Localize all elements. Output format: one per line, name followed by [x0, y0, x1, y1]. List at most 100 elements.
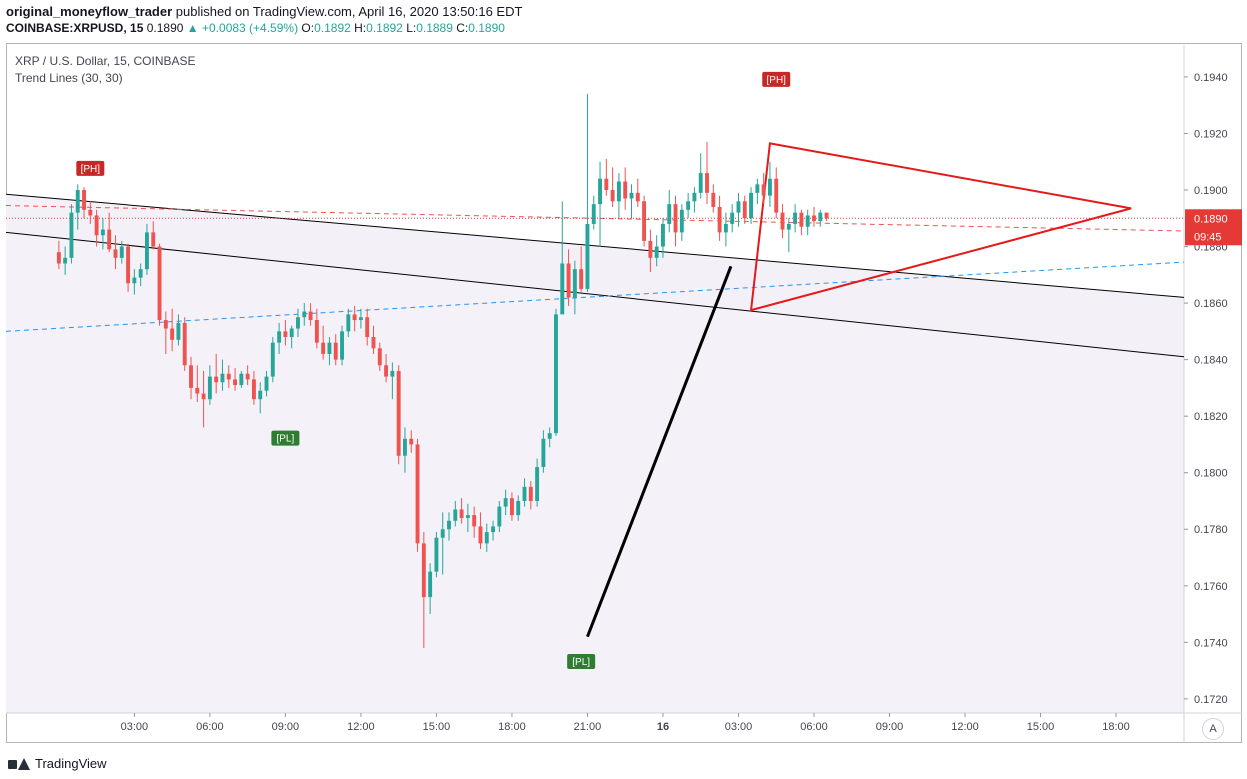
candle-body — [755, 184, 760, 193]
y-tick-label: 0.1940 — [1194, 72, 1228, 84]
candle-body — [459, 509, 464, 518]
candle — [151, 221, 156, 250]
candle — [749, 187, 754, 224]
candle — [786, 218, 791, 253]
candle — [365, 308, 370, 346]
candle-body — [654, 246, 659, 258]
tradingview-footer[interactable]: TradingView — [8, 756, 107, 771]
candle-body — [824, 212, 829, 219]
candle-body — [812, 215, 816, 222]
candle-body — [340, 331, 344, 360]
symbol-name: COINBASE:XRPUSD, 15 — [6, 21, 144, 35]
candle — [698, 153, 703, 199]
candle-body — [145, 232, 149, 270]
candle-body — [302, 311, 307, 318]
candle — [138, 263, 143, 287]
symbol-info: COINBASE:XRPUSD, 15 0.1890 ▲ +0.0083 (+4… — [6, 21, 505, 35]
candle-body — [189, 365, 193, 388]
candle — [100, 218, 105, 250]
candle — [296, 308, 300, 338]
candle-body — [453, 509, 458, 521]
candle — [465, 503, 470, 533]
candle — [528, 481, 533, 510]
candle-body — [554, 314, 558, 434]
candle-body — [157, 246, 162, 321]
auto-scale-button[interactable]: A — [1202, 718, 1224, 740]
candle — [233, 368, 238, 391]
candle — [730, 204, 735, 233]
candle-body — [604, 178, 609, 191]
candle-body — [138, 269, 143, 278]
pivot-badge — [762, 71, 791, 87]
candle — [654, 235, 659, 267]
candle — [251, 370, 256, 405]
candle — [478, 512, 483, 550]
candle-body — [371, 337, 376, 349]
candle — [157, 243, 162, 326]
candle-body — [585, 223, 590, 289]
candle — [390, 362, 395, 400]
candle-body — [522, 486, 527, 501]
x-tick-label: 03:00 — [121, 721, 149, 733]
candle-body — [541, 438, 546, 468]
candlestick-chart[interactable]: 0.19400.19200.19000.18800.18600.18400.18… — [6, 43, 1242, 743]
candle-body — [610, 190, 615, 202]
candle-body — [648, 240, 653, 258]
candle-body — [289, 328, 294, 338]
candle-body — [258, 390, 263, 400]
change-arrow: ▲ — [186, 21, 199, 35]
x-tick-label: 12:00 — [951, 721, 979, 733]
candle — [755, 178, 760, 205]
candle — [793, 204, 798, 233]
y-tick-label: 0.1820 — [1194, 411, 1228, 423]
candle — [346, 308, 351, 338]
price-change: +0.0083 (+4.59%) — [202, 21, 299, 35]
dashed-line — [6, 261, 1185, 332]
candle — [736, 192, 741, 227]
candle-body — [409, 438, 414, 445]
tradingview-logo-icon — [8, 757, 30, 770]
candle-body — [447, 520, 451, 530]
candle — [258, 382, 263, 414]
candle — [560, 201, 565, 315]
open-value: 0.1892 — [314, 21, 351, 35]
candle-body — [434, 537, 439, 572]
candle — [610, 167, 615, 207]
candle — [384, 353, 389, 383]
legend-indicator[interactable]: Trend Lines (30, 30) — [15, 71, 123, 85]
candle — [358, 308, 363, 329]
last-price-badge — [1185, 209, 1242, 246]
candle-body — [730, 212, 735, 224]
candle — [491, 520, 496, 541]
candle — [195, 365, 200, 403]
high-label: H: — [354, 21, 367, 35]
candle-body — [214, 376, 219, 383]
candle — [409, 430, 414, 453]
candle-body — [245, 373, 250, 380]
candle — [673, 195, 678, 247]
candle-body — [195, 387, 200, 394]
pivot-badge — [271, 430, 300, 446]
candle-body — [805, 215, 810, 227]
publish-date: published on TradingView.com, April 16, … — [175, 4, 523, 19]
candle — [484, 523, 489, 552]
candle — [145, 223, 149, 275]
candle — [629, 184, 634, 219]
candle — [340, 325, 344, 366]
candle-body — [673, 204, 678, 233]
candle-body — [503, 498, 508, 507]
candle — [56, 240, 61, 270]
candle — [661, 218, 665, 258]
candle — [289, 325, 294, 349]
x-tick-label: 03:00 — [725, 721, 753, 733]
pivot-label: [PL] — [276, 434, 294, 445]
y-tick-label: 0.1840 — [1194, 355, 1228, 367]
pivot-label: [PH] — [767, 75, 787, 86]
candle — [189, 356, 193, 400]
x-tick-label: 09:00 — [272, 721, 300, 733]
x-tick-label: 15:00 — [1027, 721, 1055, 733]
author-name[interactable]: original_moneyflow_trader — [6, 4, 173, 19]
last-price-label: 0.1890 — [1194, 213, 1228, 225]
candle — [472, 506, 477, 538]
candle — [352, 305, 357, 332]
